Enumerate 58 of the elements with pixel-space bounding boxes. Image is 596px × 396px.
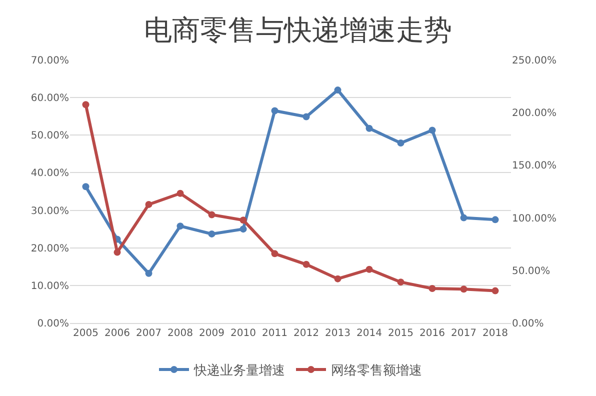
point xyxy=(428,126,436,134)
y-tick-label: 70.00% xyxy=(30,56,69,66)
point xyxy=(397,140,404,147)
point xyxy=(271,107,278,114)
point xyxy=(176,190,184,197)
x-tick-label: 2010 xyxy=(230,328,256,339)
point xyxy=(302,113,310,120)
x-tick-label: 2018 xyxy=(482,328,508,339)
y2-tick-label: 200.00% xyxy=(512,108,556,120)
y-tick-label: 10.00% xyxy=(30,280,69,292)
y2-tick-label: 0.00% xyxy=(512,318,544,330)
x-tick-label: 2014 xyxy=(356,328,382,339)
point xyxy=(428,284,436,292)
point xyxy=(366,266,373,273)
x-tick-label: 2009 xyxy=(199,328,224,339)
point xyxy=(334,86,342,94)
point xyxy=(302,260,310,268)
y2-tick-label: 150.00% xyxy=(512,160,556,172)
point xyxy=(114,248,121,256)
point xyxy=(366,124,373,132)
legend-label: 网络零售额增速 xyxy=(331,364,422,379)
y2-tick-label: 100.00% xyxy=(512,213,556,224)
point xyxy=(145,200,152,208)
y-tick-label: 30.00% xyxy=(30,206,69,217)
x-tick-label: 2008 xyxy=(168,328,193,339)
point xyxy=(492,287,499,294)
point xyxy=(240,226,247,233)
y2-tick-label: 250.00% xyxy=(512,56,556,66)
y2-tick-label: 50.00% xyxy=(512,266,550,277)
point xyxy=(208,211,216,218)
x-tick-label: 2005 xyxy=(73,328,98,339)
point xyxy=(208,230,216,238)
point xyxy=(82,183,90,190)
point xyxy=(460,214,468,222)
x-tick-label: 2015 xyxy=(388,328,414,339)
point xyxy=(271,250,278,258)
point xyxy=(492,216,499,224)
x-tick-label: 2013 xyxy=(325,328,350,339)
y-tick-label: 60.00% xyxy=(30,93,69,104)
x-tick-label: 2016 xyxy=(420,328,445,339)
legend-label: 快递业务量增速 xyxy=(193,364,285,379)
x-tick-label: 2017 xyxy=(451,328,476,339)
chart-title: 电商零售与快递增速走势 xyxy=(144,13,452,46)
point xyxy=(82,101,90,108)
point xyxy=(460,286,468,293)
point xyxy=(334,275,342,282)
y-tick-label: 0.00% xyxy=(37,318,69,330)
y-tick-label: 50.00% xyxy=(30,130,69,142)
y-tick-label: 40.00% xyxy=(30,168,69,180)
y-tick-label: 20.00% xyxy=(30,243,69,254)
x-tick-label: 2011 xyxy=(262,328,288,339)
x-tick-label: 2012 xyxy=(294,328,319,339)
point xyxy=(397,278,404,286)
point xyxy=(240,216,247,224)
x-tick-label: 2006 xyxy=(104,328,130,339)
point xyxy=(145,270,152,277)
point xyxy=(176,222,184,230)
x-tick-label: 2007 xyxy=(136,328,162,339)
